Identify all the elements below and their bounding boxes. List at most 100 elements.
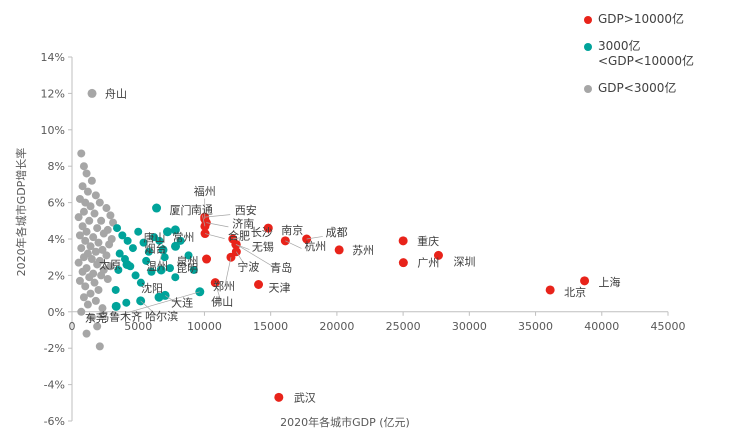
- x-tick-label: 5000: [124, 320, 152, 333]
- leader-line: [306, 236, 323, 240]
- data-point: [91, 247, 100, 256]
- data-point: [171, 273, 180, 282]
- legend-dot-red-icon: [584, 16, 592, 24]
- data-point: [77, 307, 86, 316]
- data-point: [102, 251, 111, 260]
- legend-label-teal: 3000亿<GDP<10000亿: [598, 38, 695, 69]
- city-label: 深圳: [453, 255, 475, 268]
- city-label: 沈阳: [141, 281, 163, 295]
- data-point: [75, 231, 84, 240]
- x-tick-label: 40000: [584, 320, 619, 333]
- city-label: 福州: [194, 184, 216, 198]
- y-tick-label: 6%: [48, 197, 65, 210]
- data-point: [115, 249, 124, 258]
- data-point-烟台: [171, 241, 181, 251]
- data-point-泉州: [202, 254, 212, 264]
- data-point-武汉: [274, 392, 284, 402]
- leader-line: [157, 249, 164, 268]
- leader-line: [236, 251, 247, 269]
- data-point: [78, 182, 87, 191]
- leader-line: [204, 214, 231, 218]
- x-tick-label: 0: [69, 320, 76, 333]
- legend-item-gray: GDP<3000亿: [584, 81, 716, 97]
- y-tick-label: -4%: [44, 379, 65, 392]
- data-point: [74, 258, 83, 267]
- y-tick-label: 14%: [41, 51, 65, 64]
- data-point: [78, 267, 87, 276]
- data-point: [147, 267, 156, 276]
- city-label: 大连: [171, 295, 193, 309]
- data-point: [81, 236, 90, 245]
- leader-line: [140, 300, 159, 318]
- y-tick-label: 12%: [41, 87, 65, 100]
- data-point: [82, 169, 91, 178]
- y-tick-label: 2%: [48, 269, 65, 282]
- data-point: [136, 278, 145, 287]
- data-point-宁波: [231, 247, 241, 257]
- data-point: [90, 209, 99, 218]
- data-point: [85, 216, 94, 225]
- leader-line: [164, 295, 180, 306]
- city-label: 温州: [146, 260, 168, 273]
- city-label: 上海: [599, 275, 621, 289]
- y-tick-label: 0%: [48, 306, 65, 319]
- data-point: [106, 262, 115, 271]
- data-point: [82, 329, 91, 338]
- data-point-上海: [580, 276, 590, 286]
- city-label: 郑州: [213, 279, 235, 293]
- legend-dot-teal-icon: [584, 42, 592, 51]
- data-point: [81, 282, 90, 291]
- data-point: [87, 176, 96, 185]
- y-tick-label: 8%: [48, 160, 65, 173]
- data-point-苏州: [334, 245, 344, 255]
- city-label: 武汉: [294, 391, 316, 404]
- city-label: 重庆: [417, 234, 439, 248]
- data-point: [128, 244, 137, 253]
- legend-label-gray: GDP<3000亿: [598, 80, 677, 95]
- data-point: [86, 289, 95, 298]
- data-point-广州: [398, 258, 408, 268]
- x-tick-label: 20000: [319, 320, 354, 333]
- data-point: [99, 229, 108, 238]
- data-point: [114, 265, 123, 274]
- city-label: 太原: [99, 258, 121, 271]
- city-label: 天津: [269, 282, 291, 295]
- data-point-北京: [545, 285, 555, 295]
- data-point-唐山: [163, 227, 173, 237]
- legend-label-red: GDP>10000亿: [598, 12, 685, 26]
- leader-line: [232, 236, 249, 240]
- legend-item-teal: 3000亿<GDP<10000亿: [584, 39, 716, 70]
- data-point: [103, 275, 112, 284]
- data-point: [189, 265, 198, 274]
- city-label: 舟山: [105, 86, 127, 100]
- city-label: 北京: [564, 285, 586, 299]
- data-point: [79, 162, 88, 171]
- legend: GDP>10000亿 3000亿<GDP<10000亿 GDP<3000亿: [584, 12, 716, 96]
- data-point: [160, 253, 169, 262]
- leader-line: [224, 257, 232, 286]
- data-point: [83, 300, 92, 309]
- data-point: [95, 342, 104, 351]
- leader-line: [236, 244, 275, 268]
- data-point-南京: [263, 223, 273, 233]
- y-tick-label: 4%: [48, 233, 65, 246]
- data-point: [93, 224, 102, 233]
- data-point-天津: [254, 280, 264, 289]
- data-point: [77, 244, 86, 253]
- y-tick-label: -6%: [44, 415, 65, 428]
- data-point-沈阳: [154, 292, 164, 302]
- data-point: [97, 216, 106, 225]
- data-point: [122, 298, 131, 307]
- city-label: 唐山: [144, 231, 166, 245]
- data-point: [91, 191, 100, 200]
- x-axis-title: 2020年各城市GDP (亿元): [280, 416, 410, 429]
- data-point: [97, 271, 106, 280]
- leader-line: [214, 282, 222, 303]
- data-point-昆明: [156, 265, 166, 275]
- x-tick-label: 25000: [386, 320, 421, 333]
- x-tick-label: 35000: [518, 320, 553, 333]
- data-point: [102, 204, 111, 213]
- data-point: [89, 233, 98, 242]
- city-label: 宁波: [237, 260, 259, 274]
